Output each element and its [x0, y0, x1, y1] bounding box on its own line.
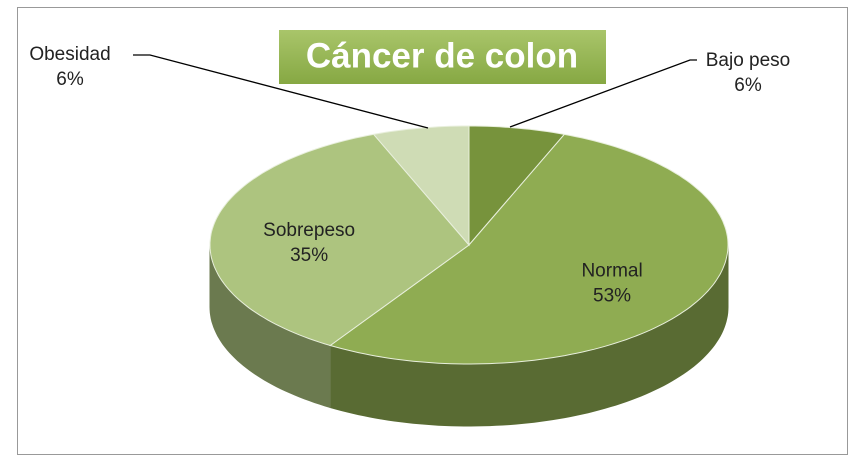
data-label-value: 6% [734, 75, 762, 96]
slice [468, 125, 566, 247]
data-label-name: Normal [581, 261, 642, 282]
chart-title: Cáncer de colon [306, 36, 578, 75]
data-label-value: 53% [593, 286, 631, 307]
title-box [279, 30, 606, 84]
slice [209, 133, 470, 347]
data-label-value: 35% [290, 245, 328, 266]
data-label-name: Bajo peso [706, 50, 791, 71]
slice [329, 133, 729, 365]
data-label-name: Sobrepeso [263, 220, 355, 241]
leader-line [509, 59, 697, 128]
leader-line [133, 54, 429, 129]
pie [209, 125, 729, 427]
data-label-value: 6% [56, 69, 84, 90]
slice [372, 125, 470, 247]
data-label-name: Obesidad [29, 44, 110, 65]
